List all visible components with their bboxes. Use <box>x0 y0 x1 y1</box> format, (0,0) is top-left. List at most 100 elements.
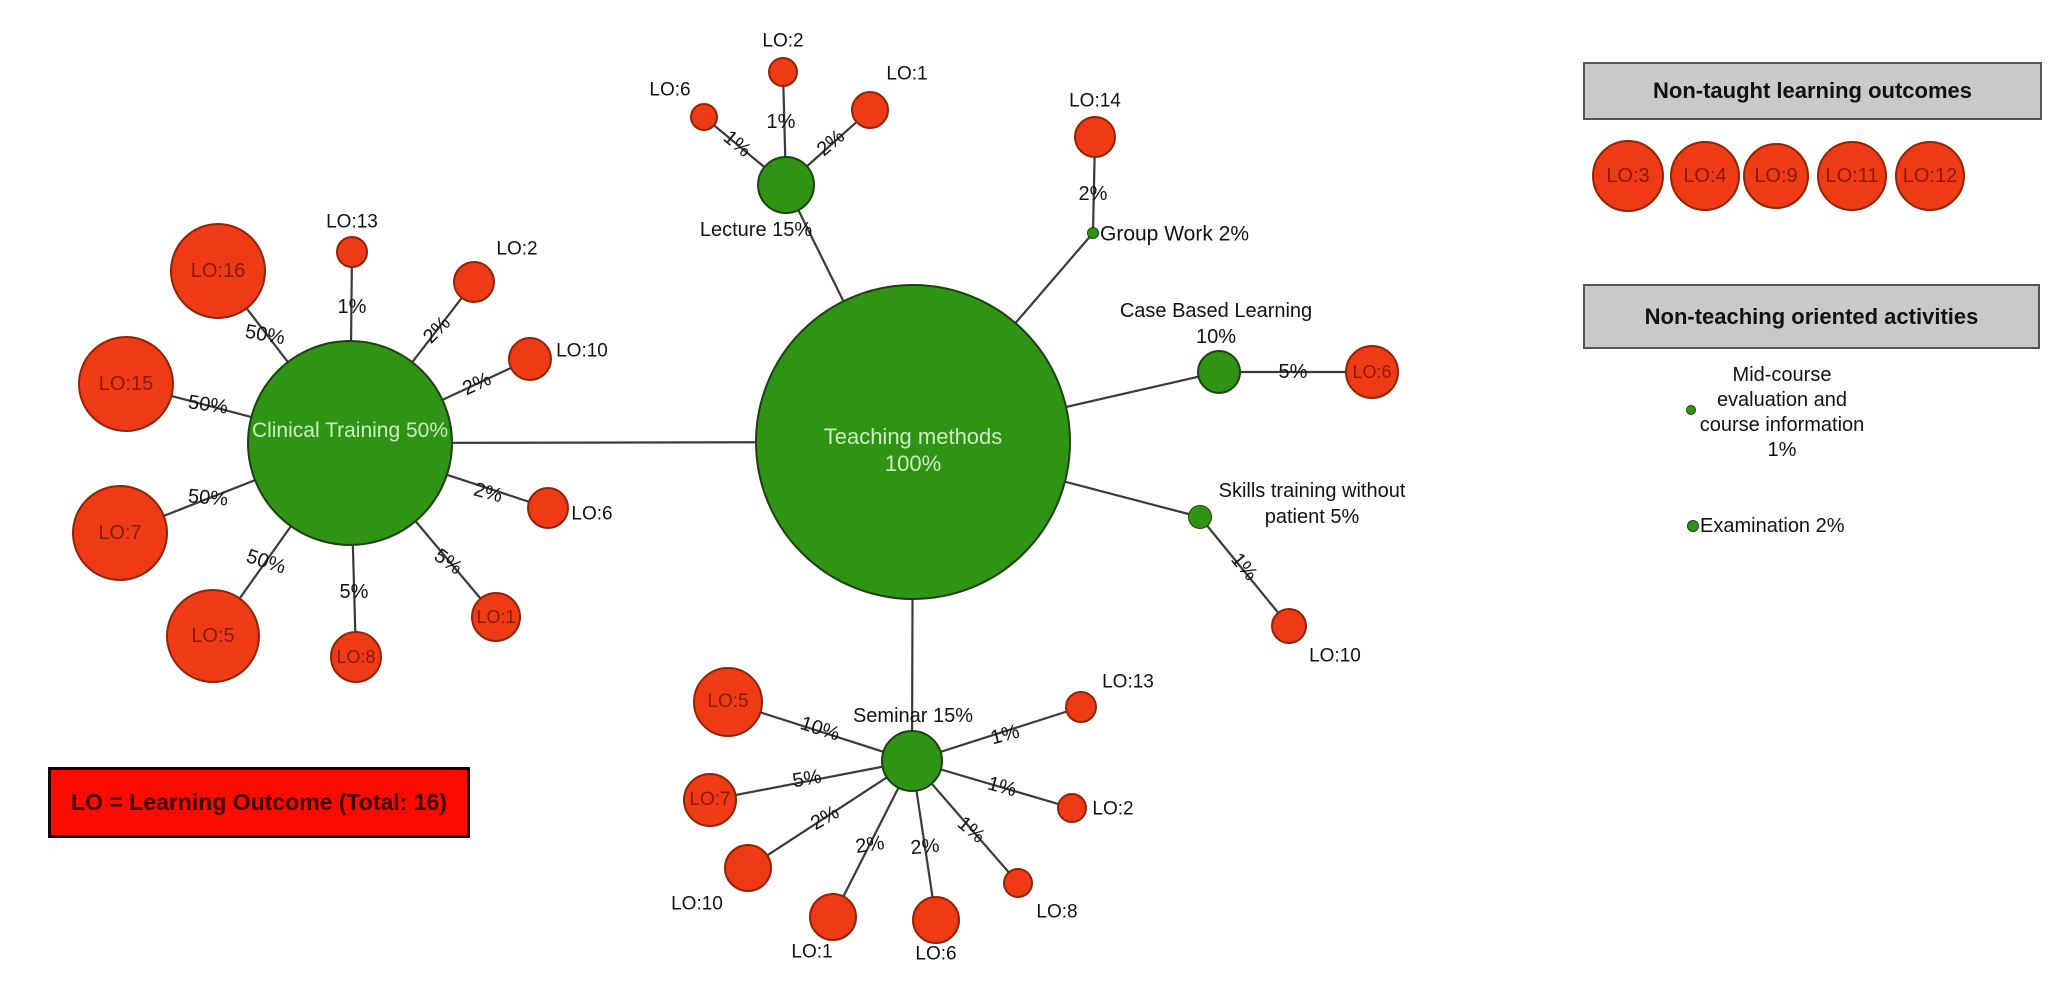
node-label-cbl-lo6: LO:6 <box>1352 361 1392 382</box>
legend-label: LO = Learning Outcome (Total: 16) <box>71 789 447 815</box>
node-clinical-lo8: LO:8 <box>330 631 382 683</box>
node-lecture-lo1 <box>851 91 889 129</box>
node-label-teaching-methods: Teaching methods 100% <box>823 423 1003 477</box>
node-label-clinical-lo1: LO:1 <box>476 606 516 627</box>
edge-seminar--seminar-lo7 <box>709 759 913 802</box>
node-clinical-lo7: LO:7 <box>72 485 168 581</box>
node-seminar-lo10 <box>724 844 772 892</box>
edge-skills-training--skills-lo10 <box>1199 516 1290 627</box>
non-teaching-title: Non-teaching oriented activities <box>1644 303 1979 329</box>
label-clinical-lo6: LO:6 <box>571 503 613 525</box>
node-group-work <box>1087 227 1099 239</box>
non-teaching-header: Non-teaching oriented activities <box>1583 284 2040 349</box>
node-lecture-lo6 <box>690 103 718 131</box>
label-skills-training: Skills training without patient 5% <box>1218 480 1406 528</box>
legend-box: LO = Learning Outcome (Total: 16) <box>48 767 470 838</box>
edge-label-clinical-training--clinical-lo7: 50% <box>187 485 229 511</box>
node-label-clinical-lo8: LO:8 <box>336 646 376 667</box>
node-label-clinical-lo7: LO:7 <box>98 521 142 544</box>
node-label-nt-lo3: LO:3 <box>1606 164 1650 187</box>
node-clinical-lo10 <box>508 337 552 381</box>
mid-course-line-3: course information <box>1699 414 1865 436</box>
label-lecture-lo6: LO:6 <box>649 79 691 101</box>
node-label-seminar-lo5: LO:5 <box>707 691 749 713</box>
node-nt-lo9: LO:9 <box>1743 143 1809 209</box>
node-clinical-lo6 <box>527 487 569 529</box>
edge-label-clinical-training--clinical-lo15: 50% <box>186 391 230 419</box>
edge-seminar--seminar-lo10 <box>747 760 913 869</box>
edge-label-clinical-training--clinical-lo8: 5% <box>339 581 369 603</box>
label-group-work: Group Work 2% <box>1100 222 1249 246</box>
node-nt-lo4: LO:4 <box>1670 141 1740 211</box>
node-nt-lo12: LO:12 <box>1895 141 1965 211</box>
mid-course-line-4: 1% <box>1767 439 1797 461</box>
non-taught-header: Non-taught learning outcomes <box>1583 62 2042 120</box>
node-clinical-lo2 <box>453 261 495 303</box>
label-lecture: Lecture 15% <box>699 219 813 241</box>
non-taught-title: Non-taught learning outcomes <box>1653 78 1972 103</box>
edge-label-seminar--seminar-lo7: 5% <box>790 765 824 793</box>
label-lecture-lo1: LO:1 <box>886 63 928 85</box>
node-label-nt-lo4: LO:4 <box>1683 164 1727 187</box>
node-label-nt-lo11: LO:11 <box>1825 164 1879 187</box>
node-seminar-lo5: LO:5 <box>693 667 763 737</box>
node-label-seminar-lo7: LO:7 <box>689 789 731 811</box>
node-seminar-lo13 <box>1065 691 1097 723</box>
label-lecture-lo2: LO:2 <box>762 30 804 52</box>
label-case-based-learning: Case Based Learning 10% <box>1119 300 1313 348</box>
node-skills-training <box>1188 505 1212 529</box>
node-case-based-learning <box>1197 350 1241 394</box>
node-skills-lo10 <box>1271 608 1307 644</box>
mid-course-activity: Mid-course evaluation and course informa… <box>1700 363 1865 463</box>
label-lo14: LO:14 <box>1069 90 1121 112</box>
node-lo14 <box>1074 116 1116 158</box>
node-nt-lo11: LO:11 <box>1817 141 1887 211</box>
edge-label-group-work--lo14: 2% <box>1078 183 1108 205</box>
edge-label-case-based-learning--cbl-lo6: 5% <box>1278 361 1308 383</box>
label-clinical-lo10: LO:10 <box>556 340 608 362</box>
examination-activity: Examination 2% <box>1700 515 1845 538</box>
node-label-clinical-lo15: LO:15 <box>98 372 154 395</box>
edge-label-seminar--seminar-lo6: 2% <box>909 834 941 860</box>
label-seminar-lo2: LO:2 <box>1092 798 1134 820</box>
edge-label-seminar--seminar-lo1: 2% <box>854 832 886 858</box>
edge-label-clinical-training--clinical-lo13: 1% <box>337 296 367 318</box>
node-seminar <box>881 730 943 792</box>
label-seminar-lo10: LO:10 <box>671 893 723 915</box>
label-seminar-lo1: LO:1 <box>791 941 833 963</box>
mid-course-line-1: Mid-course <box>1732 364 1832 386</box>
node-label-clinical-training: Clinical Training 50% <box>251 418 449 442</box>
node-seminar-lo7: LO:7 <box>683 773 737 827</box>
examination-dot <box>1687 520 1699 532</box>
label-skills-lo10: LO:10 <box>1309 645 1361 667</box>
label-clinical-lo2: LO:2 <box>496 238 538 260</box>
label-clinical-lo13: LO:13 <box>326 211 378 233</box>
node-clinical-training: Clinical Training 50% <box>247 340 453 546</box>
mid-course-line-2: evaluation and <box>1716 389 1848 411</box>
node-seminar-lo8 <box>1003 868 1033 898</box>
node-label-nt-lo9: LO:9 <box>1754 164 1798 187</box>
mid-course-dot <box>1686 405 1696 415</box>
node-cbl-lo6: LO:6 <box>1345 345 1399 399</box>
node-label-clinical-lo5: LO:5 <box>191 624 235 647</box>
node-teaching-methods: Teaching methods 100% <box>755 284 1071 600</box>
node-label-nt-lo12: LO:12 <box>1902 164 1958 187</box>
node-clinical-lo15: LO:15 <box>78 336 174 432</box>
edge-label-lecture--lecture-lo2: 1% <box>766 111 796 133</box>
node-clinical-lo16: LO:16 <box>170 223 266 319</box>
node-clinical-lo13 <box>336 236 368 268</box>
examination-label: Examination 2% <box>1700 515 1845 537</box>
node-seminar-lo6 <box>912 896 960 944</box>
label-seminar: Seminar 15% <box>852 705 974 727</box>
node-clinical-lo5: LO:5 <box>166 589 260 683</box>
node-label-clinical-lo16: LO:16 <box>190 259 246 282</box>
node-clinical-lo1: LO:1 <box>471 592 521 642</box>
label-seminar-lo13: LO:13 <box>1102 671 1154 693</box>
label-seminar-lo8: LO:8 <box>1036 901 1078 923</box>
node-nt-lo3: LO:3 <box>1592 140 1664 212</box>
node-lecture-lo2 <box>768 57 798 87</box>
label-seminar-lo6: LO:6 <box>915 943 957 965</box>
node-lecture <box>757 156 815 214</box>
node-seminar-lo1 <box>809 893 857 941</box>
